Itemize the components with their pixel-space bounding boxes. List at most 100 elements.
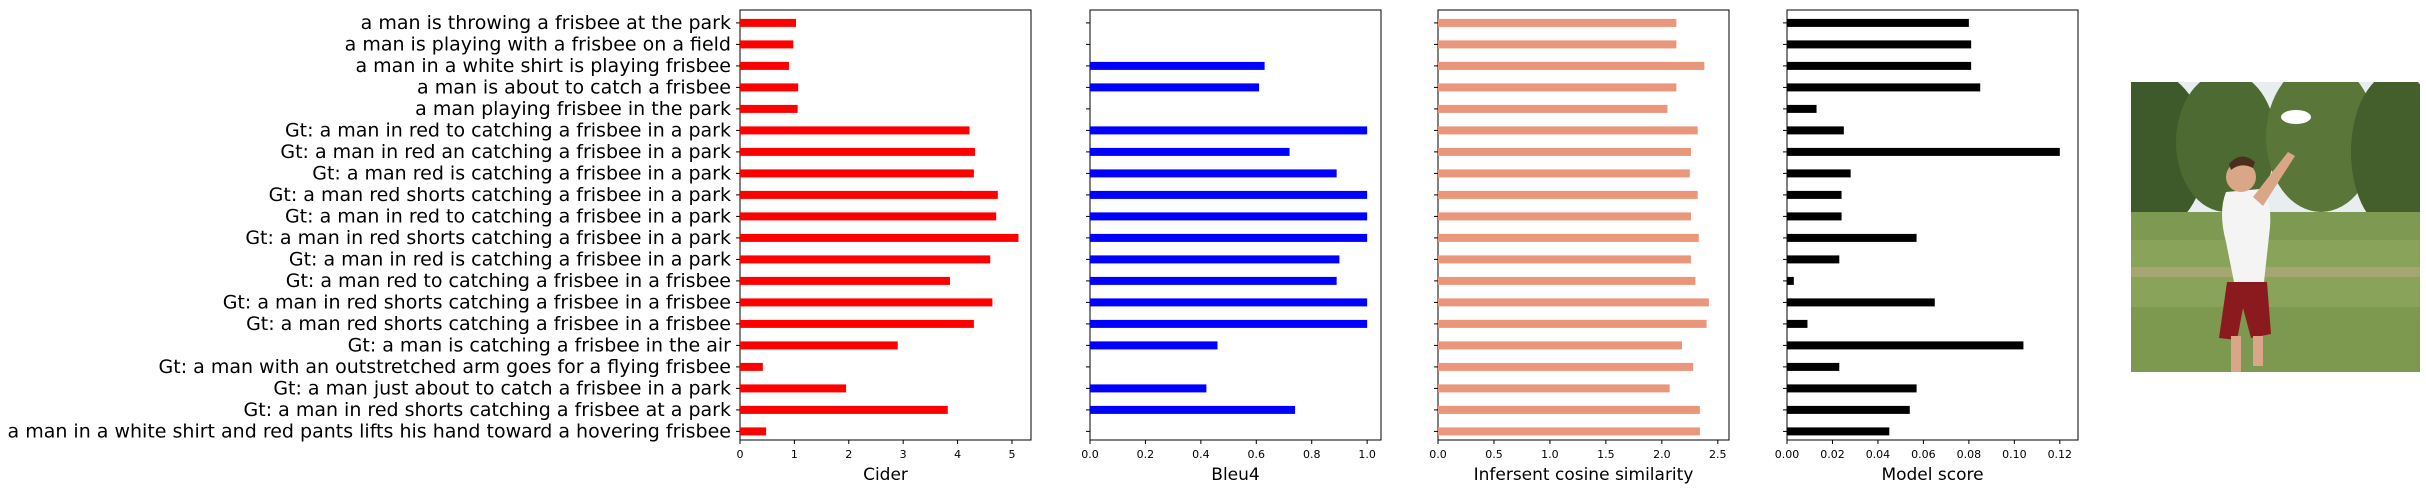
bar (1787, 83, 1981, 92)
bar (1090, 126, 1368, 135)
category-label: Gt: a man in red shorts catching a frisb… (244, 399, 731, 421)
bar (1438, 104, 1668, 113)
x-tick-label: 0.10 (2002, 448, 2027, 461)
bar (1090, 83, 1260, 92)
bar (1438, 190, 1698, 199)
plot-frame (739, 9, 1032, 441)
bar (1090, 147, 1290, 156)
x-tick-label: 2 (845, 448, 852, 461)
category-label: Gt: a man in red shorts catching a frisb… (223, 291, 731, 313)
bar (1090, 169, 1337, 178)
bar (740, 362, 763, 371)
x-tick-label: 4 (954, 448, 961, 461)
bar (1438, 405, 1700, 414)
bar (1438, 83, 1677, 92)
bar (740, 61, 789, 70)
bar (1787, 18, 1969, 27)
bar (740, 147, 975, 156)
bar (1438, 384, 1670, 393)
x-tick-label: 1 (791, 448, 798, 461)
bar (1787, 319, 1808, 328)
x-tick-label: 5 (1008, 448, 1015, 461)
x-axis-label: Model score (1881, 465, 1983, 485)
bar (1787, 190, 1842, 199)
bar (1090, 341, 1218, 350)
bar (1438, 427, 1700, 436)
bar (1787, 298, 1935, 307)
category-label: Gt: a man red is catching a frisbee in a… (312, 162, 731, 184)
bar (740, 276, 950, 285)
bar (740, 83, 799, 92)
category-label: a man in a white shirt is playing frisbe… (355, 55, 731, 77)
x-tick-label: 0.02 (1820, 448, 1845, 461)
category-label: a man is about to catch a frisbee (417, 76, 731, 98)
panel-2: 0.0 0.2 0.4 0.6 0.8 1.0 Bleu4 (1081, 9, 1382, 485)
bar (1090, 255, 1340, 264)
category-label: Gt: a man red shorts catching a frisbee … (246, 313, 731, 335)
category-label: Gt: a man with an outstretched arm goes … (159, 356, 731, 378)
bar (740, 104, 798, 113)
bar (1787, 255, 1840, 264)
bar (1090, 190, 1368, 199)
x-axis-label: Bleu4 (1211, 465, 1259, 485)
category-label: Gt: a man in red to catching a frisbee i… (285, 205, 731, 227)
category-label: Gt: a man in red an catching a frisbee i… (280, 141, 731, 163)
bar (1438, 147, 1691, 156)
category-label: Gt: a man red to catching a frisbee in a… (286, 270, 731, 292)
panel-1: 0 1 2 3 4 5 Cider (736, 9, 1032, 485)
bar (740, 233, 1019, 242)
bar (1787, 233, 1917, 242)
plot-frame (1089, 9, 1382, 441)
x-tick-label: 1.5 (1597, 448, 1615, 461)
bar (1090, 61, 1265, 70)
x-tick-label: 0.12 (2048, 448, 2073, 461)
bar (1438, 319, 1707, 328)
bar (1090, 298, 1368, 307)
bar (740, 212, 997, 221)
bar (1090, 233, 1368, 242)
bar (1787, 104, 1817, 113)
x-tick-label: 0.4 (1192, 448, 1210, 461)
x-tick-label: 3 (900, 448, 907, 461)
x-tick-label: 0.04 (1866, 448, 1891, 461)
bar (1438, 298, 1709, 307)
bar (740, 126, 970, 135)
x-tick-label: 0.0 (1081, 448, 1099, 461)
x-tick-label: 0.08 (1957, 448, 1982, 461)
x-tick-label: 0.6 (1248, 448, 1266, 461)
category-label: Gt: a man in red is catching a frisbee i… (289, 248, 731, 270)
bar (1787, 362, 1840, 371)
x-tick-label: 0.5 (1485, 448, 1503, 461)
x-tick-label: 1.0 (1541, 448, 1559, 461)
x-tick-label: 2.0 (1653, 448, 1671, 461)
bar (1438, 40, 1677, 49)
bar (1787, 61, 1972, 70)
x-tick-label: 0.8 (1303, 448, 1321, 461)
x-tick-label: 1.0 (1358, 448, 1376, 461)
bar (740, 40, 794, 49)
bar (1787, 169, 1851, 178)
category-label: Gt: a man red shorts catching a frisbee … (269, 184, 731, 206)
bar (740, 255, 991, 264)
bar (1438, 212, 1691, 221)
bar (1438, 233, 1699, 242)
x-tick-label: 0.00 (1775, 448, 1800, 461)
bar (1787, 212, 1842, 221)
bar (1787, 427, 1890, 436)
bar (740, 190, 998, 199)
bar (1438, 169, 1690, 178)
bar (1090, 276, 1337, 285)
bar (1438, 362, 1694, 371)
x-tick-label: 0.06 (1911, 448, 1936, 461)
category-label: a man playing frisbee in the park (415, 98, 731, 120)
bar (1787, 341, 2024, 350)
bar (740, 319, 974, 328)
bar (1090, 212, 1368, 221)
plot-frame (1437, 9, 1730, 441)
plot-frame (1786, 9, 2079, 441)
bar (1438, 18, 1677, 27)
bar (1438, 255, 1691, 264)
bar (740, 169, 974, 178)
x-tick-label: 0.2 (1137, 448, 1155, 461)
